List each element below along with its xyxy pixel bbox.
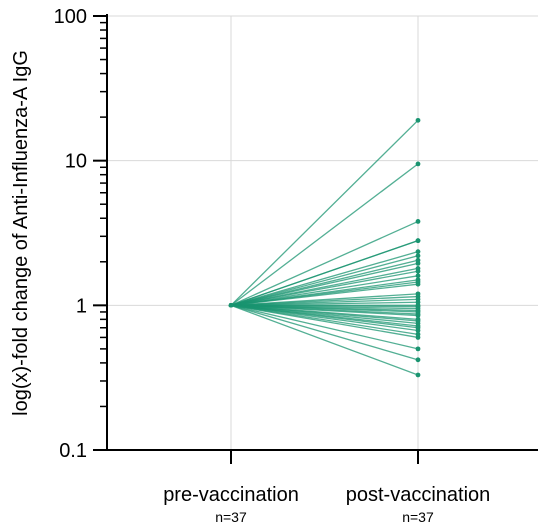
subject-line xyxy=(230,304,419,350)
y-tick-labels: 0.1 1 10 100 xyxy=(54,6,87,462)
subject-line xyxy=(230,275,419,306)
post-vaccination-point xyxy=(415,161,421,167)
y-axis-title: log(x)-fold change of Anti-Influenza-A I… xyxy=(10,50,32,416)
post-vaccination-point xyxy=(415,328,421,333)
post-vaccination-point xyxy=(415,346,421,352)
post-vaccination-point xyxy=(415,249,421,255)
grid-lines xyxy=(107,15,538,450)
subject-line xyxy=(230,283,419,306)
y-tick-label: 1 xyxy=(76,295,87,317)
post-vaccination-point xyxy=(415,357,421,363)
subject-line xyxy=(230,270,419,306)
post-vaccination-point xyxy=(415,372,421,378)
subject-line xyxy=(230,240,419,306)
subject-line xyxy=(230,304,419,376)
y-tick-label: 10 xyxy=(65,151,87,173)
post-vaccination-point xyxy=(415,268,421,274)
post-vaccination-point xyxy=(415,238,421,244)
subject-line xyxy=(230,262,419,306)
subject-line xyxy=(230,255,419,306)
x-category-label: pre-vaccination xyxy=(163,484,299,506)
post-vaccination-point xyxy=(415,335,421,340)
subject-line xyxy=(230,119,419,306)
series-points xyxy=(228,117,421,378)
post-vaccination-point xyxy=(415,313,421,318)
pre-vaccination-point xyxy=(228,303,234,308)
subject-line xyxy=(230,163,419,306)
x-category-n-label: n=37 xyxy=(215,509,247,525)
post-vaccination-point xyxy=(415,273,421,279)
post-vaccination-point xyxy=(415,260,421,266)
subject-line xyxy=(230,251,419,306)
post-vaccination-point xyxy=(415,281,421,287)
axes xyxy=(93,14,538,464)
subject-line xyxy=(230,304,419,339)
post-vaccination-point xyxy=(415,117,421,123)
subject-line xyxy=(230,220,419,306)
series-lines xyxy=(230,119,419,376)
x-category-n-label: n=37 xyxy=(402,509,434,525)
y-tick-label: 0.1 xyxy=(59,440,87,462)
post-vaccination-point xyxy=(415,253,421,259)
post-vaccination-point xyxy=(415,219,421,224)
x-category-labels: pre-vaccination n=37 post-vaccination n=37 xyxy=(163,484,490,525)
x-category-label: post-vaccination xyxy=(346,484,491,506)
y-tick-label: 100 xyxy=(54,6,87,28)
subject-line xyxy=(230,304,419,361)
